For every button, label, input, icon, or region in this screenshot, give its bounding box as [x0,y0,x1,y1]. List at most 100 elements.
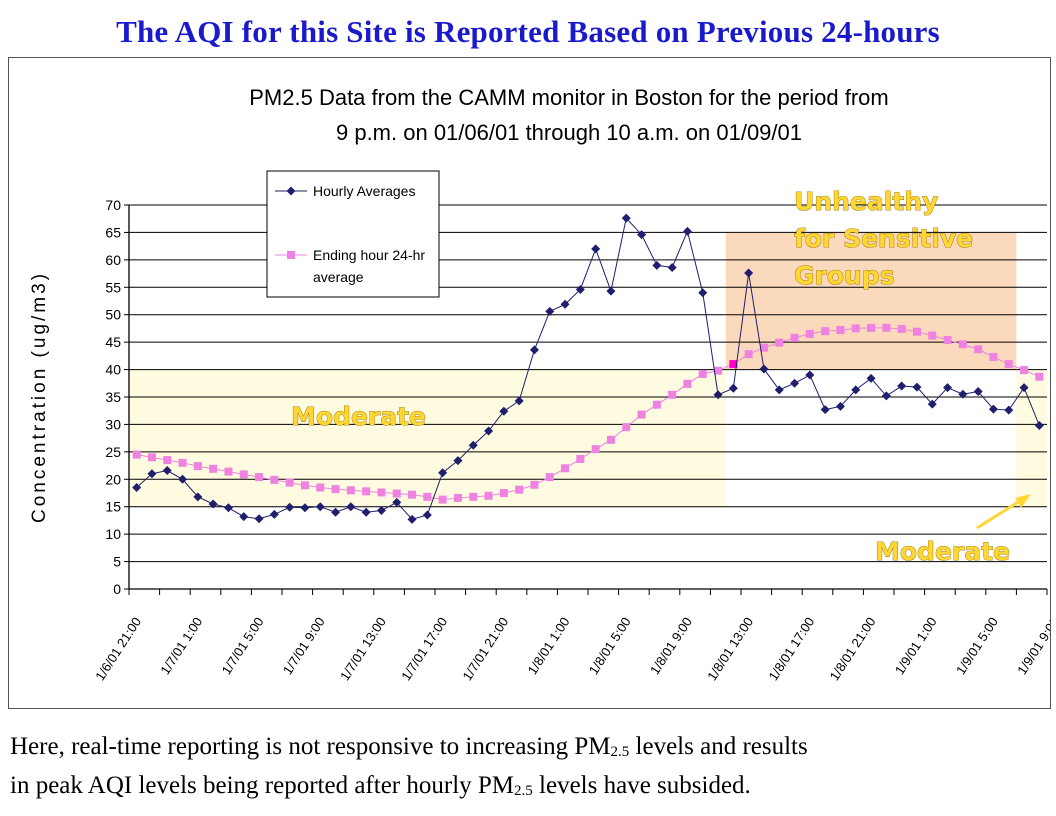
avg-point [958,340,967,349]
hourly-point [927,399,937,409]
x-tick-label: 1/8/01 1:00 [525,614,573,677]
hourly-point [820,405,830,415]
avg-point [515,485,524,494]
zone-label-moderate-right: Moderate [875,537,1010,566]
hourly-point [805,370,815,380]
x-tick-label: 1/7/01 21:00 [459,614,511,683]
avg-point [1004,360,1013,369]
avg-point [606,435,615,444]
x-tick-label: 1/8/01 13:00 [704,614,756,683]
zone-label-usg-line: Groups [794,261,895,290]
hourly-point [744,268,754,278]
avg-point [469,492,478,501]
avg-point-highlight [729,360,738,369]
avg-point [346,486,355,495]
x-tick-label: 1/8/01 5:00 [586,614,634,677]
zone-arrow-line [976,497,1024,530]
y-axis-title: Concentration (ug/m3) [29,271,50,523]
hourly-point [269,509,279,519]
x-tick-label: 1/9/01 5:00 [953,614,1001,677]
hourly-point [545,306,555,316]
x-tick-label: 1/7/01 1:00 [157,614,205,677]
x-tick-label: 1/6/01 21:00 [92,614,144,683]
avg-point [821,327,830,336]
avg-point [836,326,845,335]
y-tick-label: 50 [105,307,121,323]
avg-point [499,489,508,497]
hourly-point [606,286,616,296]
avg-point [300,481,309,490]
hourly-point [912,382,922,392]
hourly-point [637,230,647,240]
avg-point [377,488,386,497]
hourly-point [713,390,723,400]
hourly-point [973,387,983,397]
y-tick-label: 25 [105,444,121,460]
avg-point [255,473,264,482]
caption-line1-sub: 2.5 [610,744,630,760]
hourly-point [621,213,631,223]
hourly-point [1019,383,1029,393]
avg-point [867,323,876,332]
hourly-point [499,406,509,416]
avg-point [974,345,983,354]
x-tick-label: 1/9/01 9:00 [1014,614,1050,677]
avg-point [744,350,753,359]
hourly-point [790,378,800,388]
avg-point [392,489,401,498]
avg-point [438,495,447,504]
y-tick-label: 5 [113,554,121,570]
hourly-point [193,492,203,502]
zone-band-0 [129,369,726,507]
hourly-point [315,502,325,512]
y-tick-label: 20 [105,471,121,487]
avg-point [530,480,539,489]
avg-point [943,335,952,344]
avg-point [193,462,202,471]
x-tick-label: 1/7/01 13:00 [337,614,389,683]
hourly-point [575,284,585,294]
hourly-point [1034,421,1044,431]
x-tick-label: 1/8/01 21:00 [827,614,879,683]
zone-label-moderate: Moderate [291,402,426,431]
hourly-point [866,373,876,383]
avg-point [561,464,570,473]
avg-point [224,467,233,476]
hourly-point [943,383,953,393]
avg-point [698,369,707,378]
avg-point [316,483,325,492]
legend-hourly-marker [286,186,296,196]
y-tick-label: 10 [105,526,121,542]
hourly-point [667,263,677,273]
hourly-point [376,506,386,516]
avg-point [178,458,187,467]
hourly-point [254,514,264,524]
zone-band-1 [725,232,1017,370]
hourly-point [392,497,402,507]
avg-point [147,453,156,462]
chart-title-line: PM2.5 Data from the CAMM monitor in Bost… [249,85,888,110]
avg-point [759,343,768,352]
caption: Here, real-time reporting is not respons… [10,730,1050,808]
y-tick-label: 70 [105,197,121,213]
avg-point [1035,372,1044,381]
avg-point [591,445,600,454]
avg-point [652,400,661,409]
avg-point [897,324,906,333]
y-tick-label: 30 [105,416,121,432]
avg-point [928,331,937,340]
hourly-point [835,401,845,411]
avg-point [545,473,554,482]
avg-point [714,366,723,375]
hourly-point [484,426,494,436]
avg-point [362,487,371,496]
avg-point [882,323,891,332]
hourly-point [239,512,249,522]
hourly-point [698,288,708,298]
hourly-point [147,469,157,479]
hourly-point [514,396,524,406]
hourly-point [759,364,769,374]
avg-point [331,485,340,494]
avg-point [408,490,417,499]
hourly-point [958,389,968,399]
